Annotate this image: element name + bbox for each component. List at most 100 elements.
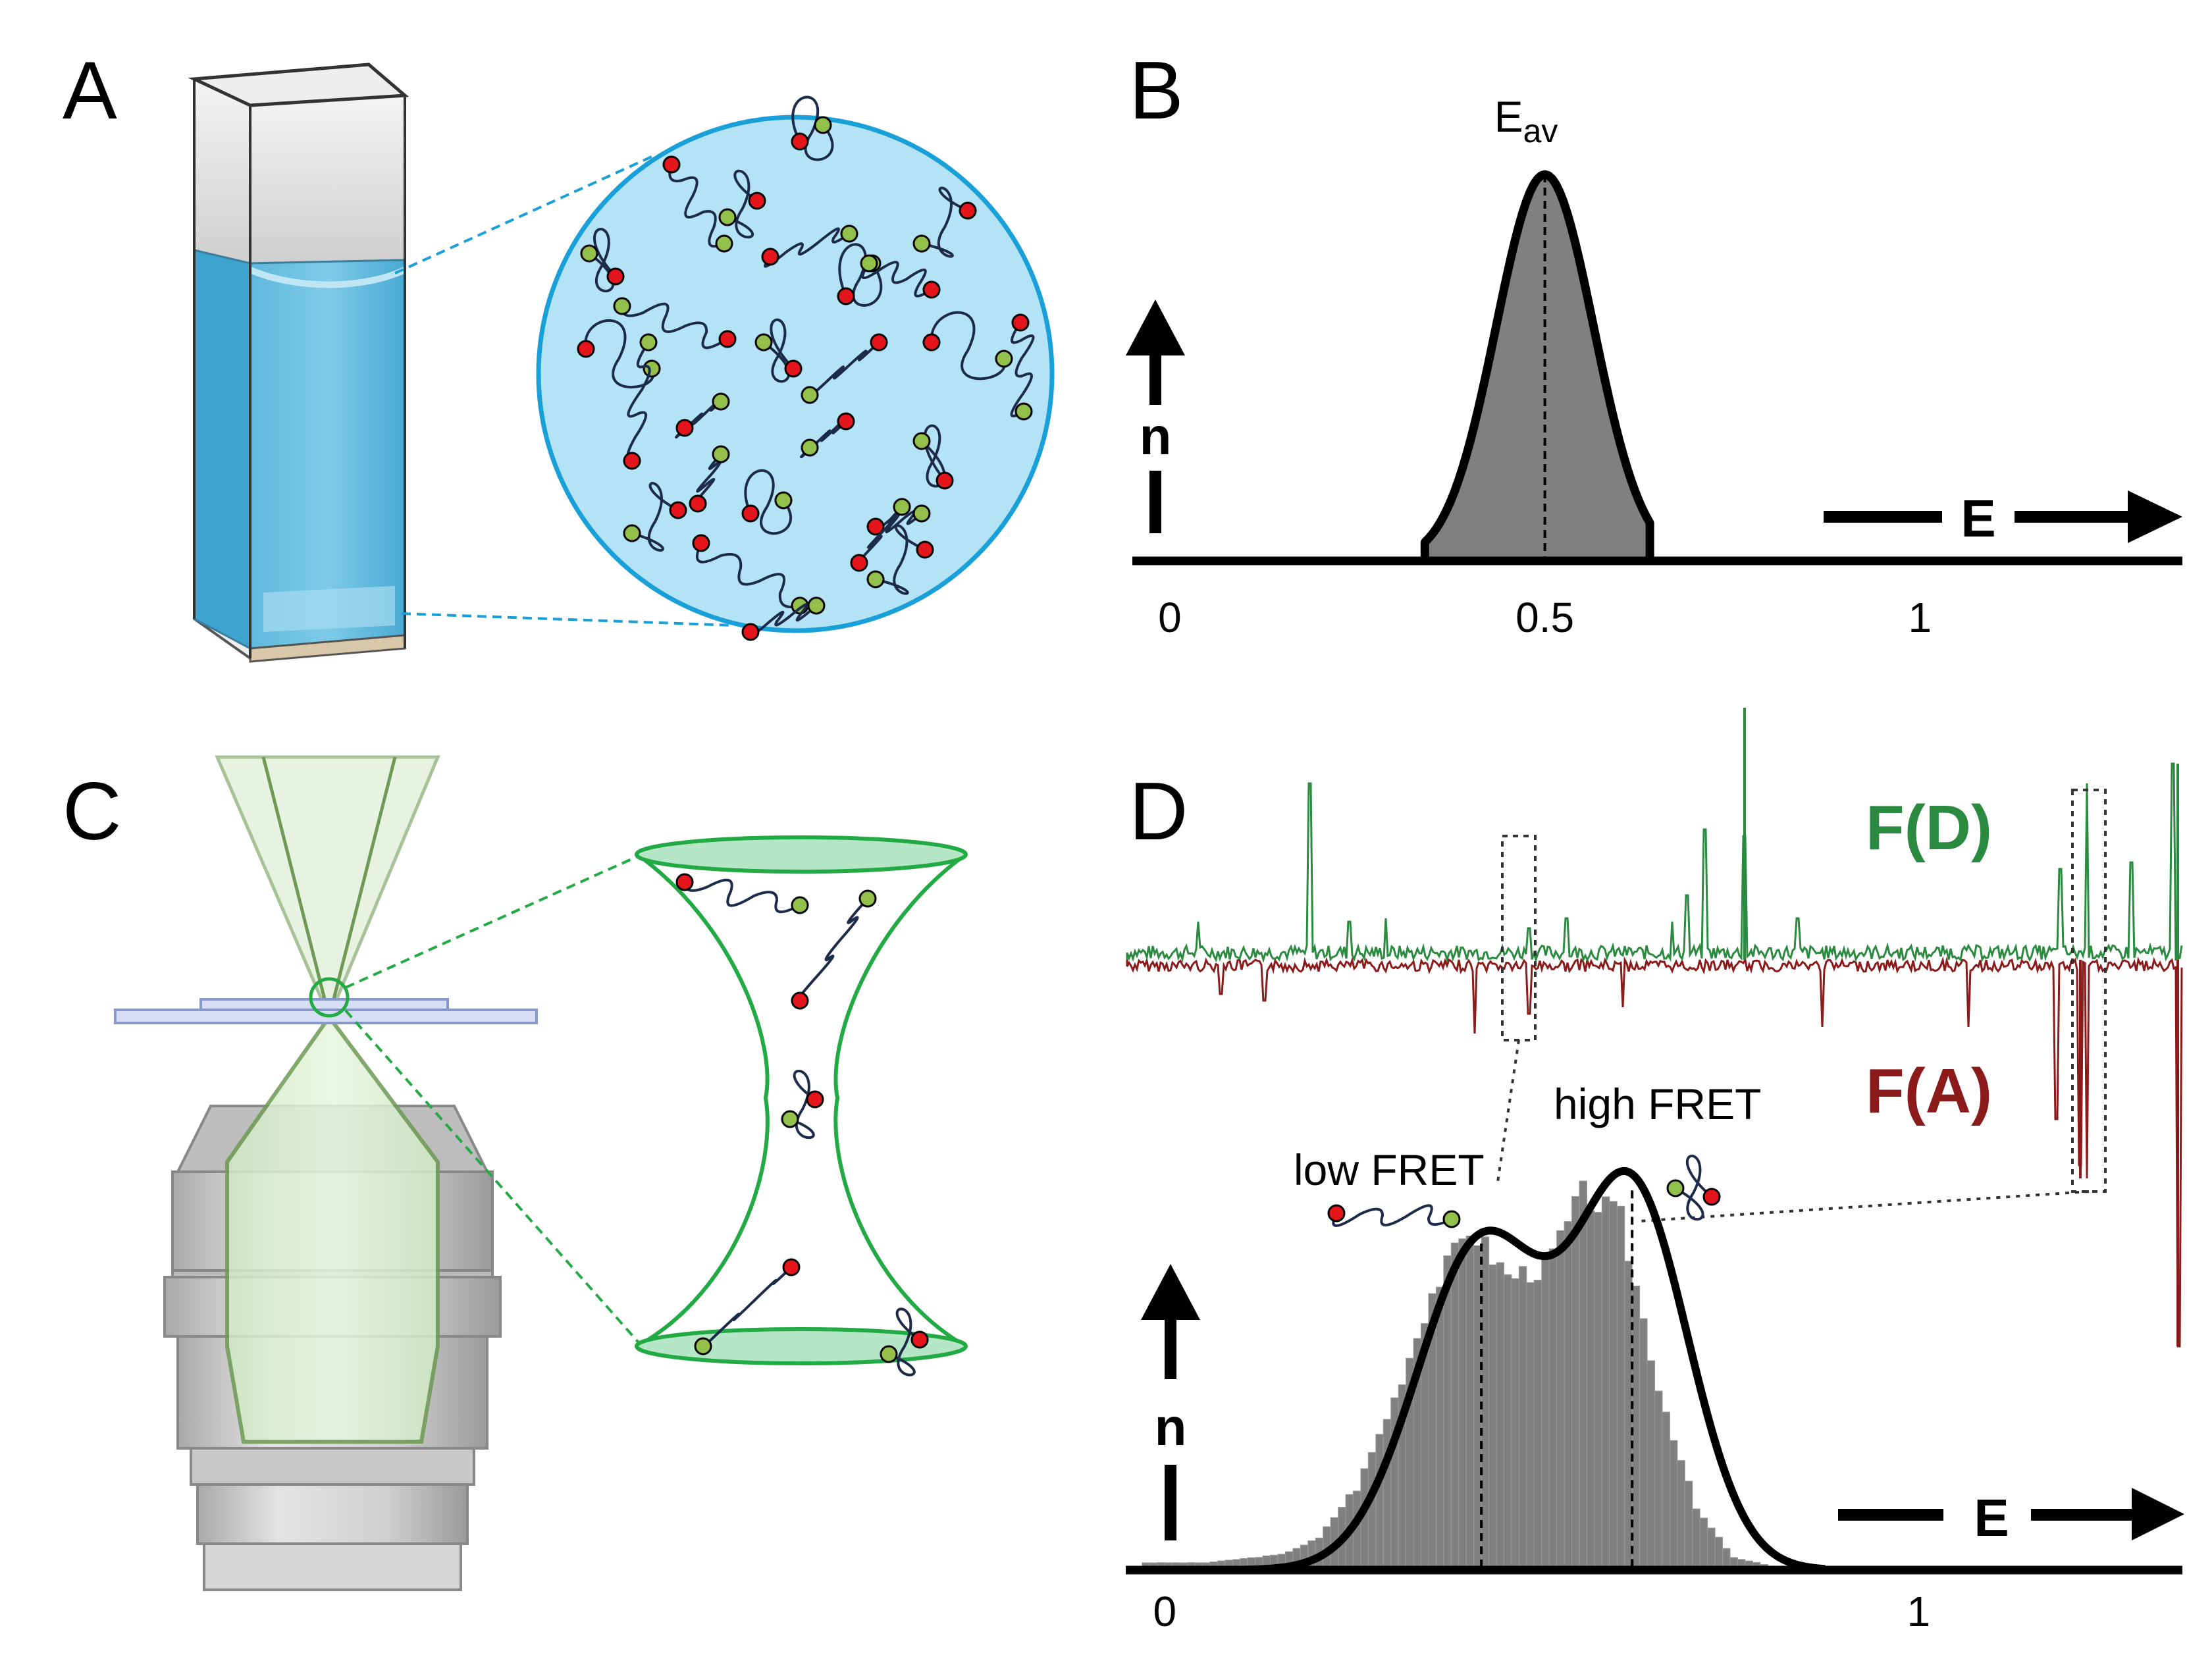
panel-b-label: B [1129, 45, 1184, 136]
histogram-bar [1601, 1196, 1610, 1571]
dye-labeled-molecule [922, 311, 1013, 381]
y-axis-label-b: n [1140, 407, 1172, 465]
confocal-volume [635, 835, 968, 1365]
dye-labeled-molecule [694, 1258, 801, 1355]
acceptor-dye [675, 419, 694, 437]
acceptor-dye [761, 248, 779, 266]
x-tick-label: 0.5 [1515, 594, 1574, 641]
acceptor-dye [916, 540, 934, 559]
acceptor-dye [669, 501, 687, 519]
acceptor-dye [1702, 1188, 1721, 1206]
histogram-bar [1533, 1279, 1542, 1571]
dye-labeled-molecule [662, 155, 733, 253]
acceptor-dye [623, 452, 641, 470]
histogram-bar [1375, 1434, 1384, 1571]
x-tick-label: 1 [1908, 594, 1932, 641]
histogram-bar [1699, 1517, 1708, 1571]
donor-dye [712, 445, 730, 463]
acceptor-dye [791, 132, 809, 151]
acceptor-dye [662, 155, 681, 174]
x-tick-label: 0 [1158, 594, 1182, 641]
donor-dye [639, 333, 658, 352]
acceptor-dye [782, 1258, 801, 1276]
dye-labeled-molecule [912, 424, 954, 490]
histogram-bar [1692, 1508, 1700, 1571]
cover-slip [114, 998, 538, 1024]
histogram-bar [1504, 1274, 1512, 1571]
dye-labeled-molecule [880, 1307, 929, 1377]
histogram-bar [1662, 1411, 1670, 1571]
dye-labeled-molecule [801, 333, 888, 404]
x-arrow-icon [2128, 490, 2182, 543]
histogram-bar [1548, 1248, 1558, 1571]
zoom-lines-a [394, 155, 735, 627]
acceptor-dye [837, 287, 855, 305]
acceptor-dye [692, 534, 710, 552]
histogram-bar [1639, 1318, 1648, 1571]
donor-dye [801, 386, 819, 404]
donor-dye [643, 359, 661, 378]
acceptor-dye [791, 991, 809, 1010]
donor-dye [781, 1110, 799, 1128]
acceptor-dye [922, 280, 941, 299]
donor-dye [712, 392, 730, 411]
acceptor-dye [959, 201, 977, 220]
dye-labeled-molecule [623, 482, 687, 552]
focal-point-circle [309, 977, 350, 1018]
histogram-bar [1541, 1257, 1550, 1571]
histogram-bar [1465, 1235, 1475, 1571]
panel-a-label: A [63, 45, 117, 136]
zoom-lines-c [344, 853, 643, 1348]
panel-d-label: D [1129, 766, 1188, 857]
acceptor-dye [689, 494, 707, 513]
dye-labeled-molecule [866, 504, 931, 536]
donor-dye [912, 234, 931, 253]
donor-dye [623, 524, 641, 542]
histogram-bar [1571, 1196, 1580, 1571]
panel-b-chart: Eav n E 0 0.5 1 [1126, 92, 2182, 641]
acceptor-dye [748, 192, 766, 210]
dye-labeled-molecule [791, 889, 877, 1010]
histogram-bar [1450, 1242, 1460, 1571]
peak-label: Eav [1494, 92, 1558, 149]
donor-dye [613, 297, 631, 315]
acceptor-dye [866, 517, 885, 536]
dye-labeled-molecule [741, 469, 793, 535]
dye-labeled-molecule [675, 873, 809, 914]
dye-labeled-molecule [791, 95, 834, 161]
donor-dye [807, 596, 826, 615]
x-arrow-icon [2132, 1488, 2184, 1540]
donor-dye [694, 1337, 712, 1355]
dye-labeled-molecule [1666, 1155, 1721, 1221]
donor-dye [860, 254, 878, 273]
acceptor-dye [850, 554, 868, 572]
histogram-bar [1647, 1360, 1656, 1571]
x-tick-label: 1 [1907, 1588, 1930, 1635]
donor-trace [1126, 762, 2183, 964]
acceptor-dye [784, 359, 803, 378]
fret-state-molecules [1327, 1155, 1721, 1228]
donor-dye [893, 498, 911, 516]
acceptor-dye [741, 623, 760, 641]
diffusing-molecules [675, 873, 929, 1377]
acceptor-dye [741, 504, 760, 523]
histogram-bar [1714, 1536, 1724, 1571]
donor-dye [774, 491, 793, 510]
donor-dye [880, 1345, 898, 1363]
acceptor-dye [922, 333, 941, 352]
y-axis-label-d: n [1155, 1398, 1187, 1456]
cuvette [188, 63, 409, 663]
acceptor-dye [935, 471, 954, 490]
dye-labeled-molecule [623, 333, 658, 470]
histogram-bar [1586, 1210, 1595, 1571]
histogram-bar [1677, 1460, 1685, 1571]
histogram-bar [1669, 1440, 1678, 1571]
x-axis-label-b: E [1961, 489, 1995, 548]
donor-trace-label: F(D) [1866, 793, 1992, 863]
acceptor-dye [675, 873, 694, 891]
histogram-bar [1458, 1238, 1467, 1571]
dye-labeled-molecule [613, 297, 737, 350]
donor-dye [580, 244, 598, 263]
dye-labeled-molecule [761, 224, 858, 268]
histogram-bar [1594, 1212, 1602, 1571]
